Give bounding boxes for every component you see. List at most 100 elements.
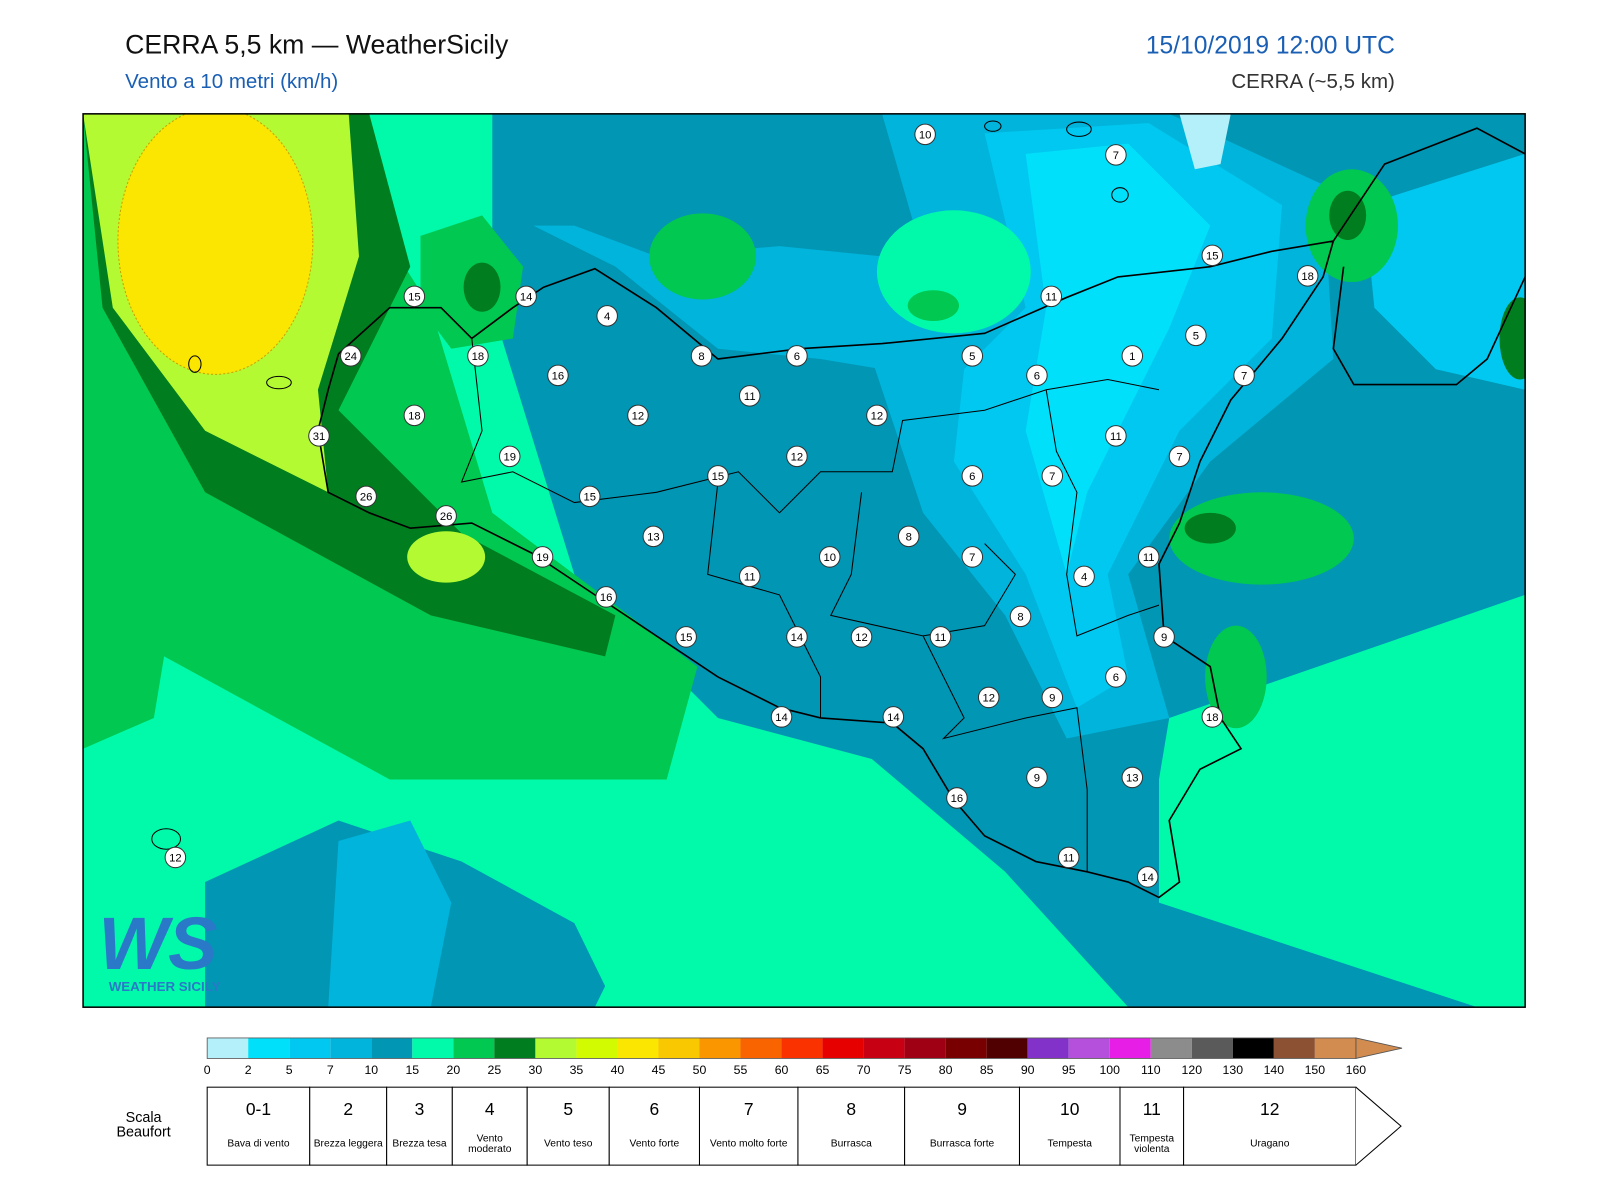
station-marker bbox=[1009, 605, 1032, 628]
field-cyan-light bbox=[1025, 143, 1211, 575]
station-value: 19 bbox=[503, 452, 516, 464]
station-value: 14 bbox=[1141, 872, 1154, 884]
scale-swatch bbox=[1191, 1037, 1233, 1059]
beaufort-name: Brezza tesa bbox=[392, 1138, 447, 1150]
station-value: 12 bbox=[169, 853, 182, 865]
station-marker bbox=[690, 345, 713, 367]
field-darkgreen-blob bbox=[1184, 512, 1236, 544]
beaufort-name-box: Bava di vento bbox=[227, 1138, 290, 1150]
station-value: 8 bbox=[906, 532, 912, 544]
station-marker bbox=[467, 345, 489, 367]
beaufort-name-box: Brezza tesa bbox=[392, 1138, 447, 1150]
station-marker bbox=[515, 285, 537, 308]
station-marker bbox=[1296, 265, 1319, 287]
beaufort-cell bbox=[904, 1086, 1020, 1166]
station-marker bbox=[1105, 144, 1127, 166]
station-value: 14 bbox=[791, 632, 804, 644]
scale-swatch bbox=[1027, 1037, 1069, 1059]
beaufort-force: 7 bbox=[744, 1099, 754, 1119]
beaufort-label-box: Scala Beaufort bbox=[116, 1109, 171, 1140]
station-value: 18 bbox=[1301, 271, 1314, 283]
station-value: 19 bbox=[536, 552, 549, 564]
scale-swatch bbox=[1232, 1037, 1274, 1059]
scale-tick-label: 160 bbox=[1346, 1063, 1367, 1077]
beaufort-cell bbox=[698, 1086, 799, 1166]
beaufort-name: Vento forte bbox=[629, 1138, 680, 1150]
beaufort-label: Scala Beaufort bbox=[116, 1109, 171, 1140]
beaufort-name: Bava di vento bbox=[227, 1138, 290, 1150]
beaufort-cell bbox=[1119, 1086, 1185, 1166]
station-marker bbox=[1041, 465, 1064, 487]
station-marker bbox=[355, 485, 377, 508]
station-value: 6 bbox=[1034, 370, 1040, 382]
station-value: 18 bbox=[1206, 712, 1219, 724]
beaufort-name: Tempesta violenta bbox=[1129, 1133, 1175, 1155]
beaufort-name-box: Vento forte bbox=[629, 1138, 680, 1150]
beaufort-cell bbox=[1018, 1086, 1121, 1166]
station-value: 7 bbox=[1113, 150, 1119, 162]
station-marker bbox=[675, 626, 697, 648]
station-value: 14 bbox=[775, 712, 788, 724]
beaufort-force: 2 bbox=[343, 1099, 353, 1119]
station-marker bbox=[1105, 425, 1127, 447]
beaufort-name: Vento moderato bbox=[468, 1133, 512, 1155]
station-marker bbox=[1041, 686, 1064, 709]
scale-swatch bbox=[1273, 1037, 1315, 1059]
station-value: 8 bbox=[698, 351, 704, 363]
station-value: 11 bbox=[935, 632, 947, 644]
island bbox=[1111, 187, 1129, 203]
beaufort-name: Tempesta bbox=[1047, 1138, 1092, 1150]
station-value: 5 bbox=[1193, 330, 1199, 342]
beaufort-cell bbox=[1183, 1086, 1357, 1166]
station-value: 16 bbox=[600, 592, 613, 604]
station-value: 10 bbox=[919, 129, 932, 141]
scale-tick-label: 60 bbox=[775, 1063, 789, 1077]
station-value: 16 bbox=[552, 370, 565, 382]
scale-arrow bbox=[1355, 1037, 1403, 1059]
station-marker bbox=[1057, 846, 1080, 869]
beaufort-name: Uragano bbox=[1250, 1138, 1290, 1150]
station-marker bbox=[977, 686, 1000, 709]
station-value: 13 bbox=[647, 532, 660, 544]
station-value: 7 bbox=[1241, 370, 1247, 382]
scale-tick-label: 70 bbox=[857, 1063, 871, 1077]
station-value: 16 bbox=[951, 793, 964, 805]
beaufort-scale: Scala Beaufort 0-1 Bava di vento 2 Brezza le… bbox=[116, 1086, 1402, 1166]
station-marker bbox=[1168, 445, 1191, 468]
beaufort-force: 0-1 bbox=[246, 1099, 271, 1119]
scale-swatch bbox=[904, 1037, 946, 1059]
beaufort-force: 10 bbox=[1060, 1099, 1080, 1119]
island bbox=[188, 355, 202, 373]
station-value: 9 bbox=[1161, 632, 1167, 644]
province-border bbox=[830, 492, 1088, 872]
beaufort-cell bbox=[206, 1086, 311, 1166]
station-marker bbox=[914, 123, 936, 146]
scale-swatch bbox=[863, 1037, 905, 1059]
field-green-blob bbox=[1205, 625, 1267, 729]
station-value: 24 bbox=[345, 351, 358, 363]
beaufort-cell bbox=[797, 1086, 906, 1166]
beaufort-name-box: Burrasca forte bbox=[930, 1139, 994, 1149]
beaufort-force: 8 bbox=[846, 1099, 856, 1119]
station-marker bbox=[339, 345, 362, 367]
subtitle: Vento a 10 metri (km/h) bbox=[125, 70, 338, 93]
beaufort-name-box: Tempesta violenta bbox=[1129, 1133, 1175, 1155]
station-value: 15 bbox=[1206, 250, 1219, 262]
scale-tick-label: 110 bbox=[1141, 1063, 1161, 1077]
beaufort-name: Vento molto forte bbox=[709, 1138, 788, 1150]
scale-tick-label: 80 bbox=[939, 1063, 953, 1077]
beaufort-force: 4 bbox=[485, 1099, 495, 1119]
province-border bbox=[707, 481, 822, 718]
station-marker bbox=[1073, 565, 1095, 588]
station-marker bbox=[1201, 706, 1224, 728]
scale-swatch bbox=[330, 1037, 372, 1059]
scale-tick-label: 120 bbox=[1182, 1063, 1203, 1077]
scale-swatch bbox=[1068, 1037, 1110, 1059]
station-value: 9 bbox=[1034, 773, 1040, 785]
beaufort-name-box: Brezza leggera bbox=[314, 1139, 383, 1149]
model-label: CERRA (~5,5 km) bbox=[1231, 70, 1394, 93]
station-marker bbox=[786, 626, 808, 648]
scale-swatch bbox=[371, 1037, 413, 1059]
station-value: 15 bbox=[583, 492, 596, 504]
